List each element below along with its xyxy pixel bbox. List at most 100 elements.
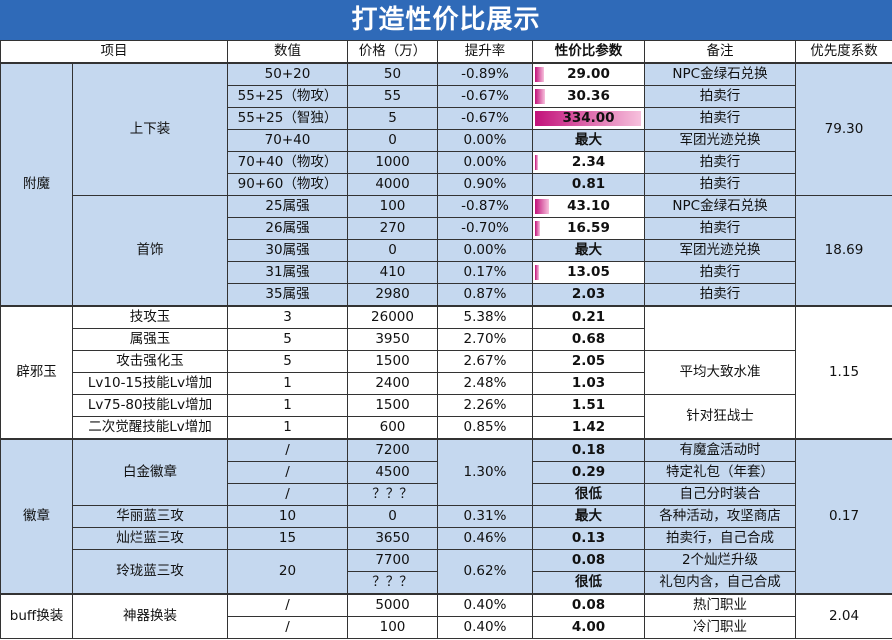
item-label: 首饰 bbox=[72, 195, 228, 307]
value-cell: / bbox=[227, 483, 348, 506]
item-label: 技攻玉 bbox=[72, 305, 228, 329]
value-ratio-text: 334.00 bbox=[562, 110, 615, 126]
note-cell: 拍卖行 bbox=[644, 283, 796, 307]
table-row: 35属强 2980 0.87% 2.03 拍卖行 bbox=[1, 283, 892, 307]
value-ratio-cell: 0.13 bbox=[532, 527, 645, 550]
rate-cell: 0.31% bbox=[437, 505, 533, 528]
price-cell: 100 bbox=[347, 195, 438, 218]
rate-cell: -0.87% bbox=[437, 195, 533, 218]
price-cell: 2400 bbox=[347, 372, 438, 395]
value-cell: 1 bbox=[227, 372, 348, 395]
value-ratio-text: 1.51 bbox=[571, 397, 606, 413]
price-cell: 1500 bbox=[347, 394, 438, 417]
item-label: 白金徽章 bbox=[72, 438, 228, 506]
priority-cell: 2.04 bbox=[795, 593, 892, 639]
table-row: 徽章 白金徽章/7200 1.30% 0.18 有魔盒活动时 0.17 bbox=[0, 438, 892, 595]
table-row: 90+60（物攻） 4000 0.90% 0.81 拍卖行 bbox=[1, 173, 892, 196]
note-cell: 各种活动，攻坚商店 bbox=[644, 505, 796, 528]
value-cell: / bbox=[227, 616, 348, 639]
value-ratio-text: 4.00 bbox=[571, 619, 606, 635]
note-cell: 拍卖行 bbox=[644, 151, 796, 174]
table-row: Lv75-80技能Lv增加 1 1500 2.26% 1.51 针对狂战士 bbox=[1, 394, 892, 440]
value-cell: 25属强 bbox=[227, 195, 348, 218]
value-ratio-text: 1.42 bbox=[571, 419, 606, 435]
value-cell: 30属强 bbox=[227, 239, 348, 262]
value-ratio-cell: 29.00 bbox=[532, 62, 645, 86]
value-cell: 31属强 bbox=[227, 261, 348, 284]
value-ratio-cell: 13.05 bbox=[532, 261, 645, 284]
price-cell: 50 bbox=[347, 62, 438, 86]
group-label: buff换装 bbox=[0, 593, 73, 639]
value-ratio-cell: 很低 bbox=[532, 483, 645, 506]
note-cell: 礼包内含，自己合成 bbox=[644, 571, 796, 595]
table-row: 灿烂蓝三攻 15 3650 0.46% 0.13 拍卖行，自己合成 bbox=[1, 527, 892, 550]
header-priority: 优先度系数 bbox=[795, 40, 892, 64]
value-table: 项目 数值 价格（万） 提升率 性价比参数 备注 优先度系数 附魔 上下装 50+2… bbox=[0, 40, 892, 639]
value-cell: 26属强 bbox=[227, 217, 348, 240]
note-cell: 平均大致水准 bbox=[644, 350, 796, 395]
item-label: 灿烂蓝三攻 bbox=[72, 527, 228, 550]
value-ratio-bar bbox=[535, 155, 538, 170]
value-ratio-text: 0.21 bbox=[571, 309, 606, 325]
price-cell: ？？？ bbox=[347, 571, 438, 595]
rate-cell: -0.67% bbox=[437, 85, 533, 108]
header-value: 数值 bbox=[227, 40, 348, 64]
note-cell: NPC金绿石兑换 bbox=[644, 62, 796, 86]
value-ratio-text: 0.08 bbox=[571, 552, 606, 568]
group-label: 附魔 bbox=[0, 62, 73, 307]
value-ratio-bar bbox=[535, 89, 545, 104]
value-ratio-cell: 最大 bbox=[532, 239, 645, 262]
price-cell: 7200 bbox=[347, 438, 438, 462]
table-row: 首饰 25属强 100 -0.87% 43.10 NPC金绿石兑换 18.69 bbox=[1, 195, 892, 307]
price-cell: 4000 bbox=[347, 173, 438, 196]
value-ratio-cell: 334.00 bbox=[532, 107, 645, 130]
value-cell: 55+25（物攻） bbox=[227, 85, 348, 108]
table-row: 辟邪玉 技攻玉 3 26000 5.38% 0.21 1.15 bbox=[0, 305, 892, 440]
price-cell: 270 bbox=[347, 217, 438, 240]
note-cell: 拍卖行 bbox=[644, 85, 796, 108]
item-label: 神器换装 bbox=[72, 593, 228, 639]
value-cell: 90+60（物攻） bbox=[227, 173, 348, 196]
value-ratio-cell: 0.21 bbox=[532, 305, 645, 329]
note-cell: 冷门职业 bbox=[644, 616, 796, 639]
value-cell: 70+40（物攻） bbox=[227, 151, 348, 174]
value-ratio-cell: 16.59 bbox=[532, 217, 645, 240]
rate-cell: -0.67% bbox=[437, 107, 533, 130]
value-ratio-cell: 2.34 bbox=[532, 151, 645, 174]
value-ratio-cell: 0.08 bbox=[532, 549, 645, 572]
value-ratio-cell: 0.29 bbox=[532, 461, 645, 484]
value-ratio-bar bbox=[535, 221, 540, 236]
note-cell: 拍卖行，自己合成 bbox=[644, 527, 796, 550]
rate-cell: 2.70% bbox=[437, 328, 533, 351]
item-label: 玲珑蓝三攻 bbox=[72, 549, 228, 595]
price-cell: 1500 bbox=[347, 350, 438, 373]
item-label: 攻击强化玉 bbox=[72, 350, 228, 373]
note-cell bbox=[644, 305, 796, 351]
note-cell: 拍卖行 bbox=[644, 173, 796, 196]
table-row: 附魔 上下装 50+20 50 -0.89% 29.00 NPC金绿石兑换 79.30 bbox=[0, 62, 892, 307]
table-row: ？？？ 很低 礼包内含，自己合成 bbox=[1, 571, 892, 595]
table-row: buff换装 神器换装/5000 0.40% 0.08 热门职业 2.04 bbox=[0, 593, 892, 639]
value-ratio-bar bbox=[535, 67, 544, 82]
value-cell: 20 bbox=[227, 549, 348, 595]
note-cell: 针对狂战士 bbox=[644, 394, 796, 440]
rate-cell: 0.62% bbox=[437, 549, 533, 595]
value-ratio-text: 很低 bbox=[575, 486, 602, 502]
table-row: 华丽蓝三攻 10 0 0.31% 最大 各种活动，攻坚商店 bbox=[1, 505, 892, 528]
header-value-ratio: 性价比参数 bbox=[532, 40, 645, 64]
value-ratio-text: 13.05 bbox=[567, 264, 610, 280]
rate-cell: 5.38% bbox=[437, 305, 533, 329]
value-ratio-cell: 43.10 bbox=[532, 195, 645, 218]
header-item: 项目 bbox=[0, 40, 228, 64]
price-cell: 0 bbox=[347, 239, 438, 262]
note-cell: 自己分时装合 bbox=[644, 483, 796, 506]
page-title: 打造性价比展示 bbox=[0, 0, 892, 40]
value-ratio-text: 0.81 bbox=[571, 176, 606, 192]
price-cell: 1000 bbox=[347, 151, 438, 174]
price-cell: 0 bbox=[347, 505, 438, 528]
value-ratio-text: 1.03 bbox=[571, 375, 606, 391]
note-cell: 拍卖行 bbox=[644, 217, 796, 240]
value-ratio-text: 16.59 bbox=[567, 220, 610, 236]
value-cell: 5 bbox=[227, 328, 348, 351]
rate-cell: 0.00% bbox=[437, 239, 533, 262]
